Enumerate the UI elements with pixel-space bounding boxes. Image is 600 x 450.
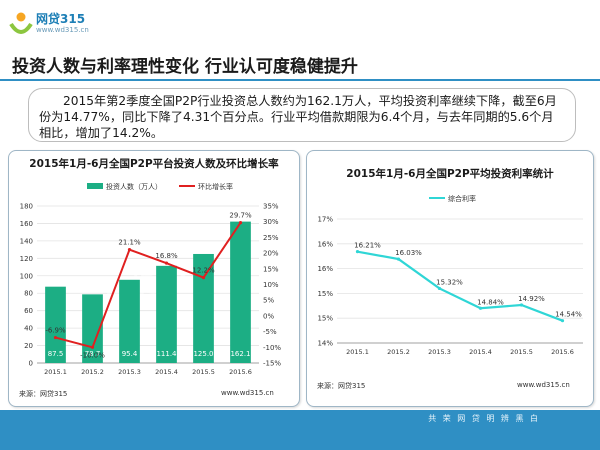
bar xyxy=(156,265,177,363)
x-tick-label: 2015.3 xyxy=(118,368,141,376)
x-tick-label: 2015.3 xyxy=(428,348,451,356)
bar-value-label: 78.7 xyxy=(85,350,101,358)
growth-value-label: 12.2% xyxy=(192,267,215,275)
y-tick-label: 100 xyxy=(20,272,33,280)
legend-bar-label: 投资人数（万人） xyxy=(106,182,162,191)
chart1-site: www.wd315.cn xyxy=(221,389,274,397)
y2-tick-label: 0% xyxy=(263,312,274,320)
y-tick-label: 160 xyxy=(20,220,33,228)
y2-tick-label: 10% xyxy=(263,281,279,289)
x-tick-label: 2015.2 xyxy=(387,348,410,356)
y-tick-label: 60 xyxy=(24,307,33,315)
logo: 网贷315 www.wd315.cn xyxy=(8,8,89,42)
y2-tick-label: -10% xyxy=(263,344,281,352)
y-tick-label: 20 xyxy=(24,342,33,350)
growth-point xyxy=(238,221,243,225)
rate-point xyxy=(396,257,401,261)
bar-value-label: 111.4 xyxy=(156,350,177,358)
bar-value-label: 162.1 xyxy=(230,350,250,358)
x-tick-label: 2015.4 xyxy=(469,348,492,356)
summary-box: 2015年第2季度全国P2P行业投资总人数约为162.1万人，平均投资利率继续下… xyxy=(28,88,576,142)
growth-point xyxy=(90,345,95,349)
y-tick-label: 180 xyxy=(20,203,33,211)
y-tick-label: 40 xyxy=(24,325,33,333)
x-tick-label: 2015.6 xyxy=(229,368,252,376)
x-tick-label: 2015.6 xyxy=(551,348,574,356)
logo-name: 网贷315 xyxy=(36,12,86,26)
x-tick-label: 2015.4 xyxy=(155,368,178,376)
bar xyxy=(119,279,140,363)
legend-rate-label: 综合利率 xyxy=(448,194,476,203)
y2-tick-label: 30% xyxy=(263,218,279,226)
y2-tick-label: -5% xyxy=(263,328,277,336)
y2-tick-label: -15% xyxy=(263,360,281,368)
logo-mark-icon xyxy=(9,12,33,34)
growth-point xyxy=(201,275,206,280)
y-tick-label: 0 xyxy=(29,360,33,368)
y-tick-label: 16% xyxy=(317,240,333,248)
y-tick-label: 120 xyxy=(20,255,33,263)
y-tick-label: 16% xyxy=(317,265,333,273)
growth-point xyxy=(127,248,132,252)
growth-value-label: 21.1% xyxy=(118,239,141,247)
x-tick-label: 2015.1 xyxy=(44,368,67,376)
rate-point xyxy=(519,303,524,307)
rate-point xyxy=(560,319,565,323)
bar xyxy=(193,253,214,363)
growth-point xyxy=(53,335,58,340)
y-tick-label: 14% xyxy=(317,340,333,348)
rate-line xyxy=(357,250,563,322)
y2-tick-label: 25% xyxy=(263,234,279,242)
growth-line xyxy=(55,222,242,349)
y2-tick-label: 5% xyxy=(263,297,274,305)
y2-tick-label: 20% xyxy=(263,250,279,258)
x-tick-label: 2015.2 xyxy=(81,368,104,376)
y2-tick-label: 15% xyxy=(263,265,279,273)
chart1-title: 2015年1月-6月全国P2P平台投资人数及环比增长率 xyxy=(29,157,279,170)
chart1-source: 来源：网贷315 xyxy=(19,390,68,398)
growth-value-label: 29.7% xyxy=(229,212,252,220)
bar xyxy=(230,221,251,363)
logo-url: www.wd315.cn xyxy=(36,26,89,34)
rate-value-label: 16.03% xyxy=(395,249,422,257)
growth-point xyxy=(164,261,169,265)
y-tick-label: 17% xyxy=(317,216,333,224)
y-tick-label: 140 xyxy=(20,237,33,245)
y-tick-label: 15% xyxy=(317,315,333,323)
rate-value-label: 14.84% xyxy=(477,298,504,306)
bar-value-label: 95.4 xyxy=(122,350,138,358)
page-title: 投资人数与利率理性变化 行业认可度稳健提升 xyxy=(12,57,358,77)
rate-point xyxy=(478,306,483,310)
rate-point xyxy=(437,286,442,291)
growth-value-label: 16.8% xyxy=(155,252,178,260)
chart2-title: 2015年1月-6月全国P2P平均投资利率统计 xyxy=(346,167,554,180)
growth-value-label: -10.0% xyxy=(80,351,105,359)
chart2-site: www.wd315.cn xyxy=(517,381,570,389)
investors-chart-panel: 2015年1月-6月全国P2P平台投资人数及环比增长率投资人数（万人） 环比增长率… xyxy=(8,150,300,407)
footer-slogan: 共 荣 网 贷 明 辨 黑 白 xyxy=(428,414,540,423)
x-tick-label: 2015.5 xyxy=(192,368,215,376)
growth-value-label: -6.9% xyxy=(45,327,66,335)
rate-point xyxy=(355,250,360,254)
bar xyxy=(45,286,66,363)
rate-value-label: 15.32% xyxy=(436,278,463,286)
y-tick-label: 15% xyxy=(317,290,333,298)
rate-value-label: 16.21% xyxy=(354,242,381,250)
rate-value-label: 14.54% xyxy=(555,311,582,319)
title-divider xyxy=(0,79,600,81)
y-tick-label: 80 xyxy=(24,290,33,298)
rate-value-label: 14.92% xyxy=(518,295,545,303)
chart2-source: 来源：网贷315 xyxy=(317,382,366,390)
y2-tick-label: 35% xyxy=(263,203,279,211)
footer-bar xyxy=(0,410,600,450)
rate-chart-panel: 2015年1月-6月全国P2P平均投资利率统计综合利率 14% 15% 15% 16% 1… xyxy=(306,150,594,407)
bar-value-label: 125.0 xyxy=(193,350,213,358)
legend-line-label: 环比增长率 xyxy=(198,182,233,191)
x-tick-label: 2015.1 xyxy=(346,348,369,356)
bar-value-label: 87.5 xyxy=(48,350,64,358)
legend-bar-swatch xyxy=(87,183,103,189)
x-tick-label: 2015.5 xyxy=(510,348,533,356)
